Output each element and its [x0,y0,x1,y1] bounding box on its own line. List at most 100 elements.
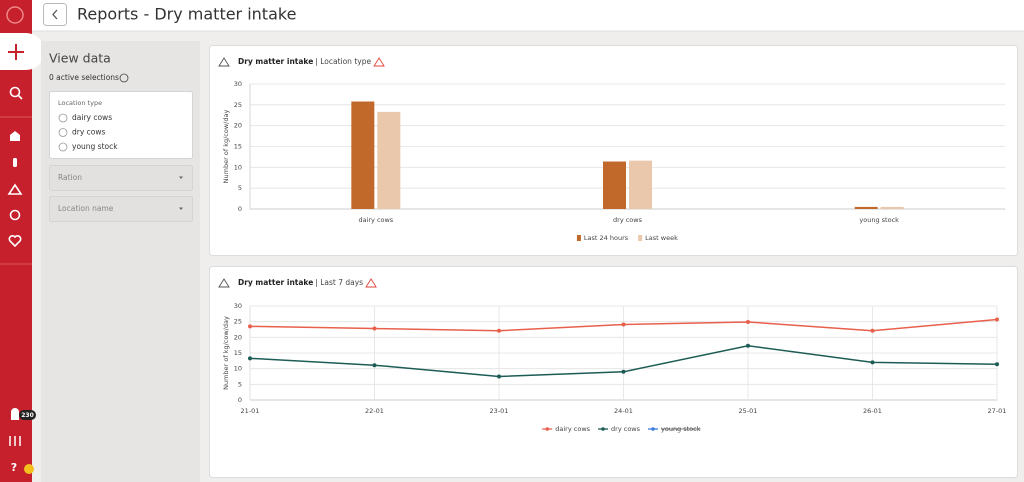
y-axis-label: Number of kg/cow/day [222,110,230,184]
y-tick-label: 25 [234,318,242,326]
y-tick-label: 20 [234,122,242,130]
legend-label[interactable]: Last week [645,234,678,242]
info-icon[interactable] [119,73,129,83]
radio-label: dairy cows [72,113,112,122]
radio[interactable] [58,113,68,123]
warning-icon [373,57,385,67]
chart-icon [218,278,230,288]
x-tick-label: young stock [859,216,899,224]
dropdown-caret [179,207,183,210]
dropdown-label: Location name [58,204,114,213]
point [248,324,252,329]
point [621,322,626,327]
settings-icon[interactable] [9,436,21,446]
legend-label[interactable]: dairy cows [555,425,590,433]
ration-dropdown[interactable] [49,165,193,191]
y-tick-label: 0 [238,205,242,213]
radio-label: young stock [72,142,118,151]
x-tick-label: 22-01 [365,407,384,415]
farm-icon[interactable] [10,131,20,141]
legend-label[interactable]: Last 24 hours [584,234,629,242]
radio[interactable] [58,128,68,137]
y-tick-label: 30 [234,302,242,310]
legend-swatch [601,427,605,431]
sidebar [0,0,32,482]
point [870,360,875,365]
milk-icon[interactable] [13,158,17,167]
logo[interactable] [6,6,24,24]
search-icon[interactable] [9,86,21,98]
chart-icon [218,57,230,67]
feed-icon[interactable] [7,183,23,195]
point [372,326,377,331]
y-tick-label: 0 [238,396,242,404]
chart-title: Dry matter intake [238,57,313,66]
dropdown-label: Ration [58,173,82,182]
point [746,343,750,348]
active-selections: 0 active selections [49,73,119,82]
back-button[interactable] [43,3,67,26]
point [995,317,999,322]
chart-subtitle: | Location type [315,57,371,66]
location-name-dropdown[interactable] [49,196,193,222]
legend: dairy cows dry cows young stock [542,425,701,433]
point [995,362,999,367]
y-tick-label: 10 [234,365,242,373]
filter-title: View data [49,51,111,66]
x-tick-label: 21-01 [241,407,260,415]
y-tick-label: 10 [234,163,242,171]
x-tick-label: 27-01 [988,407,1007,415]
y-tick-label: 30 [234,80,242,88]
chart: Dry matter intake | Location type 0 5 10 15 20… [218,57,1005,242]
legend-swatch [651,427,655,431]
legend-label[interactable]: dry cows [611,425,641,433]
y-tick-label: 5 [238,184,242,192]
point [870,328,875,333]
point [746,319,750,324]
y-tick-label: 20 [234,333,242,341]
point [248,356,252,361]
bar [629,160,652,209]
warning-icon [365,278,377,288]
location-type-label: Location type [58,99,102,107]
back-icon [52,9,58,20]
chart-card [209,45,1018,256]
y-tick-label: 15 [234,143,242,151]
bar [880,206,904,209]
legend-label[interactable]: young stock [661,425,701,433]
bar [603,161,626,209]
point [497,374,501,379]
radio[interactable] [58,142,68,152]
bar [854,206,878,209]
chart-subtitle: | Last 7 days [315,278,363,287]
legend: Last 24 hours Last week [576,234,678,242]
radio-label: dry cows [72,128,106,137]
point [372,363,377,368]
page-title: Reports - Dry matter intake [77,5,296,24]
x-tick-label: 24-01 [614,407,633,415]
point [497,328,501,333]
x-tick-label: 26-01 [863,407,882,415]
chart: Dry matter intake | Last 7 days 0 5 10 15 20 25… [218,278,1007,433]
notification-count: 230 [21,412,34,419]
location-type-card [49,91,193,159]
help-dot [24,464,34,474]
help-icon[interactable]: ? [11,461,17,474]
legend-swatch [576,235,581,241]
point [621,369,626,374]
chart-title: Dry matter intake [238,278,313,287]
x-tick-label: dry cows [613,216,643,224]
search-icon-handle [17,94,23,100]
health-icon[interactable] [9,209,21,221]
bar [377,111,401,209]
notification-icon[interactable] [11,408,19,420]
bar [351,101,375,209]
x-tick-label: 25-01 [739,407,758,415]
y-tick-label: 25 [234,101,242,109]
heart-icon[interactable] [8,235,22,248]
notification-badge [19,410,36,420]
legend-swatch [545,427,550,431]
y-axis-label: Number of kg/cow/day [222,316,230,390]
x-tick-label: 23-01 [490,407,509,415]
